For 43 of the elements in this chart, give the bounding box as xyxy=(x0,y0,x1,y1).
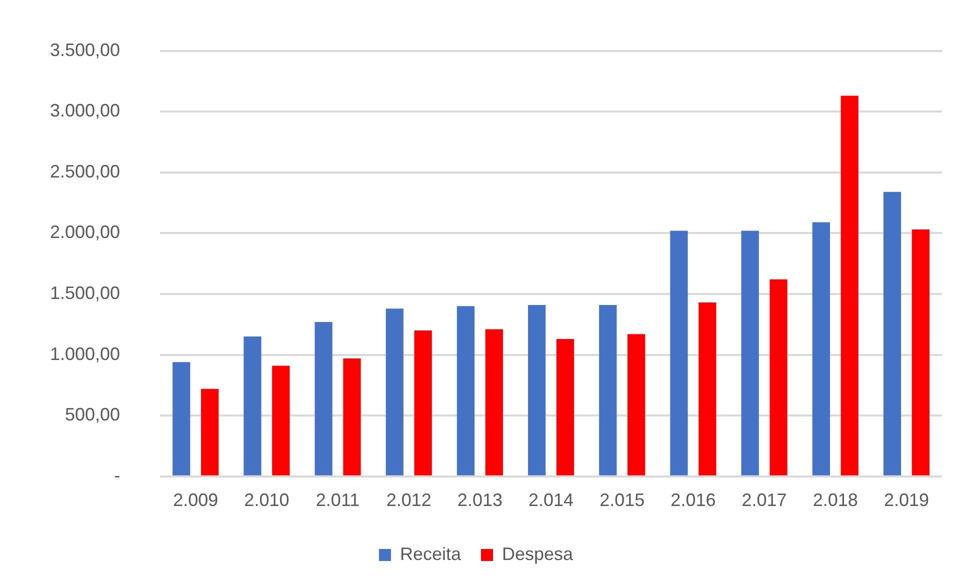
bar xyxy=(670,230,688,476)
legend-label: Receita xyxy=(400,544,462,564)
y-tick-label: 1.500,00 xyxy=(50,282,120,303)
bar xyxy=(599,304,617,476)
bar xyxy=(314,322,332,476)
x-tick-label: 2.018 xyxy=(812,490,858,510)
x-tick-label: 2.010 xyxy=(244,490,290,510)
bar xyxy=(386,308,404,476)
y-tick-label: 3.000,00 xyxy=(50,100,120,121)
legend-label: Despesa xyxy=(502,544,574,564)
bar xyxy=(528,304,546,476)
y-tick-label: 2.500,00 xyxy=(50,161,120,182)
y-tick-label: - xyxy=(114,465,120,486)
y-tick-label: 500,00 xyxy=(65,404,120,425)
x-tick-label: 2.019 xyxy=(884,490,929,510)
x-tick-label: 2.016 xyxy=(670,490,716,510)
bar xyxy=(244,336,262,476)
bar xyxy=(485,329,503,476)
bar xyxy=(770,279,788,476)
bar xyxy=(883,192,902,476)
y-tick-label: 1.000,00 xyxy=(50,344,120,364)
x-tick-label: 2.017 xyxy=(742,490,787,510)
x-tick-label: 2.012 xyxy=(386,490,432,510)
bar xyxy=(628,334,646,476)
x-tick-label: 2.013 xyxy=(457,490,502,510)
bar xyxy=(741,230,759,476)
bar xyxy=(556,338,574,476)
bar xyxy=(812,222,830,476)
bar xyxy=(912,230,930,476)
bar xyxy=(272,366,290,476)
x-tick-label: 2.014 xyxy=(528,490,574,510)
x-tick-label: 2.011 xyxy=(316,490,360,510)
x-tick-label: 2.015 xyxy=(600,490,645,510)
bar xyxy=(840,96,858,476)
bar xyxy=(414,330,432,476)
bar xyxy=(343,358,361,476)
x-tick-label: 2.009 xyxy=(173,490,218,510)
bar xyxy=(172,362,190,476)
y-tick-label: 2.000,00 xyxy=(50,222,120,242)
bar xyxy=(698,302,716,476)
bar xyxy=(201,388,219,476)
y-tick-label: 3.500,00 xyxy=(50,40,120,60)
bar xyxy=(456,306,475,476)
